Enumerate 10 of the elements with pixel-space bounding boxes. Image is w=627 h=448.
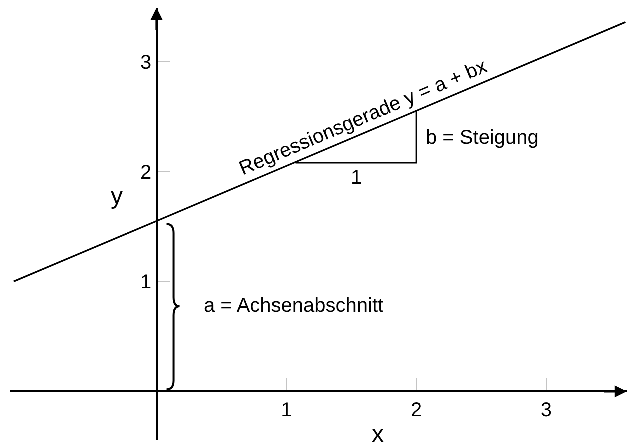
y-tick-label: 3 xyxy=(140,52,152,74)
x-tick-label: 1 xyxy=(281,400,292,422)
y-axis-title: y xyxy=(111,183,123,210)
annotation: a = Achsenabschnitt xyxy=(204,295,384,317)
x-axis-title: x xyxy=(372,421,384,448)
y-tick-label: 1 xyxy=(140,272,152,294)
x-tick-label: 2 xyxy=(411,400,422,422)
x-tick-label: 3 xyxy=(540,400,552,422)
annotation: b = Steigung xyxy=(426,127,539,149)
y-tick-label: 2 xyxy=(140,162,152,184)
